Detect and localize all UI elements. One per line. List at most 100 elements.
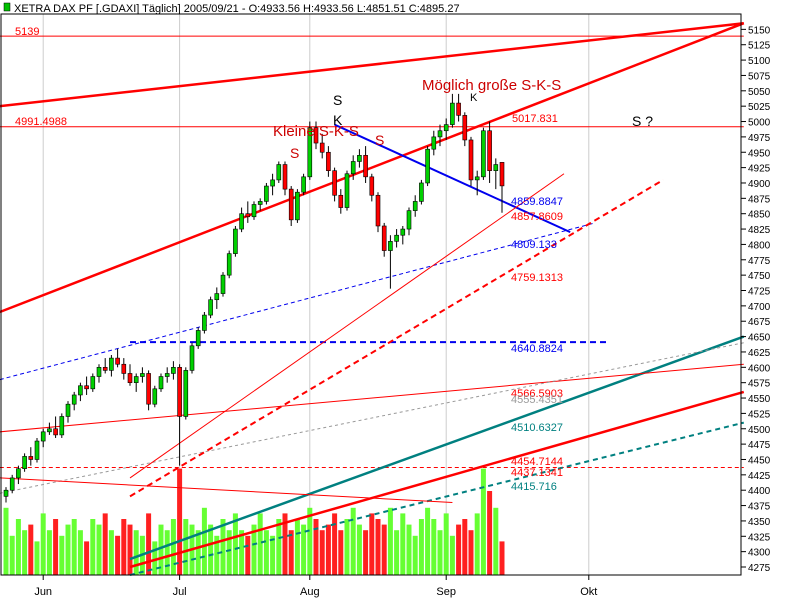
y-tick-label: 4750 <box>748 271 771 282</box>
volume-bar <box>133 530 139 575</box>
y-tick-label: 4300 <box>748 548 771 559</box>
volume-bar <box>22 530 28 575</box>
candle-body <box>462 115 468 141</box>
y-tick-label: 4500 <box>748 425 771 436</box>
value-label-4454: 4454.7144 <box>511 456 563 468</box>
volume-bar <box>406 524 412 575</box>
candle-body <box>152 388 158 405</box>
y-tick-label: 5050 <box>748 87 771 98</box>
candle-body <box>474 176 480 181</box>
candle-body <box>295 191 300 221</box>
candle-body <box>313 127 319 144</box>
y-tick-label: 5025 <box>748 102 771 113</box>
candle-body <box>65 403 71 417</box>
question-annotation: S ? <box>632 113 653 129</box>
candle-body <box>443 124 449 132</box>
volume-bar <box>313 519 319 575</box>
candle-body <box>499 162 505 187</box>
candle-body <box>350 161 356 175</box>
volume-bar <box>394 530 400 575</box>
candle-body <box>357 155 362 162</box>
y-tick-label: 5075 <box>748 71 771 82</box>
candle-body <box>208 299 213 316</box>
volume-bar <box>77 530 83 575</box>
y-tick-label: 4800 <box>748 240 771 251</box>
candle-body <box>406 210 412 230</box>
candle-body <box>381 225 387 251</box>
candle-body <box>369 176 375 196</box>
head-marker: K <box>470 92 478 104</box>
upper-channel-line <box>0 21 744 108</box>
volume-bar <box>443 513 449 575</box>
volume-bar <box>239 530 245 575</box>
candle-body <box>127 373 133 383</box>
candle-body <box>121 363 127 374</box>
candle-body <box>282 164 288 190</box>
volume-bar <box>3 507 9 575</box>
x-tick-label: Jun <box>34 586 52 598</box>
volume-bar <box>195 530 201 575</box>
volume-bar <box>208 524 214 575</box>
candle-body <box>16 468 21 479</box>
y-tick-label: 4600 <box>748 363 771 374</box>
volume-bar <box>146 513 152 575</box>
candle-body <box>146 373 151 405</box>
candle-body <box>189 345 195 371</box>
candle-body <box>164 373 170 377</box>
volume-bar <box>487 491 493 575</box>
candle-body <box>22 456 27 469</box>
candle-body <box>34 440 40 460</box>
x-tick-label: Aug <box>300 586 320 598</box>
volume-bar <box>387 507 393 575</box>
x-tick-label: Jul <box>173 586 187 598</box>
candle-body <box>195 330 201 347</box>
steep-dashed-red-trend <box>129 179 664 498</box>
volume-bar <box>226 530 232 575</box>
x-tick-label: Sep <box>436 586 456 598</box>
y-tick-label: 4950 <box>748 148 771 159</box>
volume-bar <box>356 524 362 575</box>
pattern-annotation-small: Kleine S-K-S <box>273 123 359 140</box>
volume-bar <box>84 541 90 575</box>
volume-bar <box>276 519 282 575</box>
y-tick-label: 4625 <box>748 348 771 359</box>
main-trendline <box>0 22 745 314</box>
volume-bar <box>127 524 133 575</box>
volume-bar <box>121 519 127 575</box>
volume-bar <box>338 530 344 575</box>
volume-bar <box>400 513 406 575</box>
volume-bar <box>468 530 474 575</box>
candle-body <box>326 151 331 171</box>
volume-bar <box>220 519 226 575</box>
candle-body <box>102 367 108 371</box>
candle-body <box>183 370 189 417</box>
volume-bar <box>177 468 183 575</box>
y-tick-label: 4850 <box>748 210 771 221</box>
y-tick-label: 4425 <box>748 471 771 482</box>
teal-trendline <box>129 335 745 561</box>
volume-bar <box>34 541 40 575</box>
series-indicator-icon <box>3 2 11 12</box>
thin-red-trend <box>0 363 744 433</box>
volume-bar <box>15 519 21 575</box>
volume-bar <box>115 535 121 575</box>
volume-bar <box>462 519 468 575</box>
volume-bar <box>102 513 108 575</box>
volume-bar <box>344 519 350 575</box>
y-tick-label: 4875 <box>748 194 771 205</box>
volume-bar <box>270 535 276 575</box>
candle-body <box>3 489 9 497</box>
x-tick-label: Okt <box>580 586 597 598</box>
volume-bar <box>263 530 269 575</box>
volume-bar <box>425 507 431 575</box>
head-marker: K <box>333 112 343 128</box>
candle-body <box>450 102 455 125</box>
y-tick-label: 5100 <box>748 56 771 67</box>
shoulder-marker: S <box>290 145 299 161</box>
volume-bar <box>28 524 34 575</box>
candle-body <box>239 213 244 230</box>
volume-bar <box>375 519 381 575</box>
candle-body <box>431 136 437 150</box>
candle-body <box>456 102 461 116</box>
volume-bar <box>437 530 443 575</box>
